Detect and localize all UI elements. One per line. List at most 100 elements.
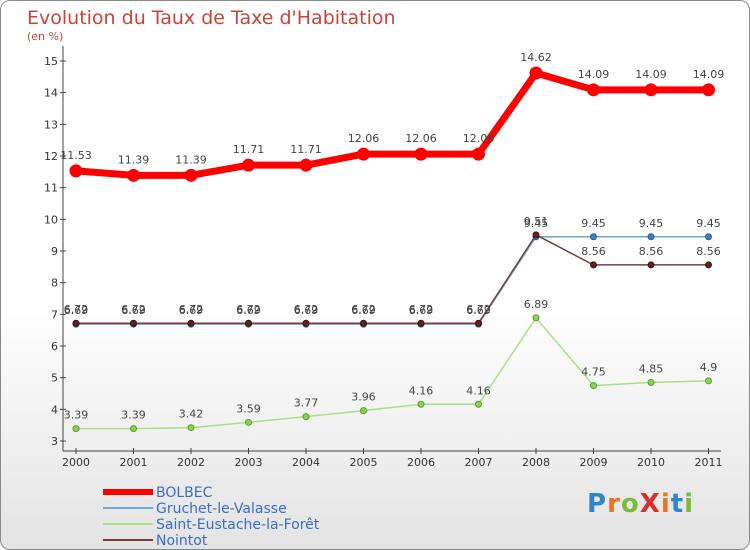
data-point (475, 400, 482, 408)
x-tick-label: 2008 (522, 456, 550, 469)
legend-label: BOLBEC (156, 485, 213, 501)
data-point (127, 168, 140, 182)
data-label: 4.9 (700, 361, 718, 374)
data-label: 6.69 (64, 304, 89, 317)
data-point (532, 314, 540, 322)
data-label: 11.71 (233, 143, 265, 156)
data-point (705, 377, 712, 385)
data-point (360, 407, 367, 415)
data-label: 3.77 (294, 397, 319, 410)
series-line-1 (76, 236, 709, 325)
data-point (184, 168, 198, 182)
data-point (590, 382, 597, 390)
data-point (360, 319, 367, 327)
proxiti-logo: ProXiti (587, 489, 695, 519)
data-label: 6.72 (236, 303, 261, 316)
data-point (299, 158, 313, 172)
x-tick-label: 2004 (292, 456, 320, 469)
data-point (590, 233, 597, 241)
y-tick-label: 13 (44, 118, 58, 131)
data-label: 12.06 (405, 132, 437, 145)
data-point (702, 83, 715, 97)
data-label: 11.71 (290, 143, 322, 156)
data-label: 3.42 (179, 408, 204, 421)
data-label: 6.69 (466, 304, 491, 317)
chart-unit-label: (en %) (27, 30, 64, 43)
data-point (302, 319, 310, 327)
x-tick-label: 2009 (580, 456, 608, 469)
data-point (417, 319, 425, 327)
data-point (590, 261, 597, 269)
data-label: 8.56 (696, 245, 721, 258)
data-label: 6.69 (351, 304, 376, 317)
x-tick-label: 2005 (350, 456, 378, 469)
data-label: 14.09 (693, 68, 725, 81)
data-point (242, 158, 255, 172)
data-label: 6.72 (294, 303, 319, 316)
series-line-3 (76, 234, 709, 324)
x-tick-label: 2006 (407, 456, 435, 469)
data-label: 6.72 (409, 303, 434, 316)
legend-label: Gruchet-le-Valasse (156, 501, 287, 517)
data-point (417, 400, 425, 408)
y-tick-label: 10 (44, 213, 58, 226)
data-point (69, 164, 83, 178)
data-label: 9.45 (696, 217, 721, 230)
data-label: 3.59 (236, 402, 261, 415)
data-point (130, 319, 137, 327)
y-tick-label: 3 (51, 435, 58, 448)
data-point (475, 319, 482, 327)
data-point (187, 424, 195, 432)
chart-title: Evolution du Taux de Taxe d'Habitation (27, 7, 396, 29)
data-point (414, 147, 428, 161)
data-label: 6.72 (466, 303, 491, 316)
series-line-2 (76, 317, 709, 430)
y-tick-label: 7 (51, 308, 58, 321)
data-point (187, 319, 195, 327)
data-label: 3.39 (121, 409, 146, 422)
x-tick-label: 2007 (465, 456, 493, 469)
x-tick-label: 2002 (177, 456, 205, 469)
data-label: 8.56 (581, 245, 606, 258)
data-point (705, 233, 712, 241)
data-point (72, 425, 80, 433)
data-point (532, 231, 540, 239)
data-label: 8.56 (639, 245, 664, 258)
y-tick-label: 8 (51, 277, 58, 290)
y-tick-label: 4 (51, 403, 58, 416)
data-label: 9.45 (639, 217, 664, 230)
data-point (472, 147, 485, 161)
data-label: 12.06 (348, 132, 380, 145)
data-label: 3.39 (64, 409, 89, 422)
data-label: 4.85 (639, 362, 664, 375)
data-label: 6.69 (121, 304, 146, 317)
data-point (245, 319, 252, 327)
x-tick-label: 2000 (62, 456, 90, 469)
data-label: 4.16 (409, 384, 434, 397)
data-label: 14.62 (520, 51, 552, 64)
data-label: 14.09 (578, 68, 610, 81)
data-label: 9.51 (524, 215, 549, 228)
data-label: 6.89 (524, 298, 549, 311)
legend-label: Saint-Eustache-la-Forêt (156, 517, 320, 533)
x-tick-label: 2011 (695, 456, 723, 469)
data-label: 11.53 (60, 149, 92, 162)
data-label: 6.69 (179, 304, 204, 317)
data-point (130, 425, 137, 433)
data-label: 6.72 (64, 303, 89, 316)
data-label: 4.75 (581, 366, 606, 379)
y-tick-label: 12 (44, 150, 58, 163)
data-point (644, 83, 658, 97)
data-point (357, 147, 370, 161)
data-label: 9.45 (524, 217, 549, 230)
data-label: 3.96 (351, 391, 376, 404)
data-label: 6.72 (351, 303, 376, 316)
legend-label: Nointot (156, 533, 208, 549)
data-label: 6.69 (294, 304, 319, 317)
data-point (245, 418, 252, 426)
data-point (647, 261, 655, 269)
data-point (72, 319, 80, 327)
data-label: 6.72 (121, 303, 146, 316)
y-tick-label: 14 (44, 87, 58, 100)
